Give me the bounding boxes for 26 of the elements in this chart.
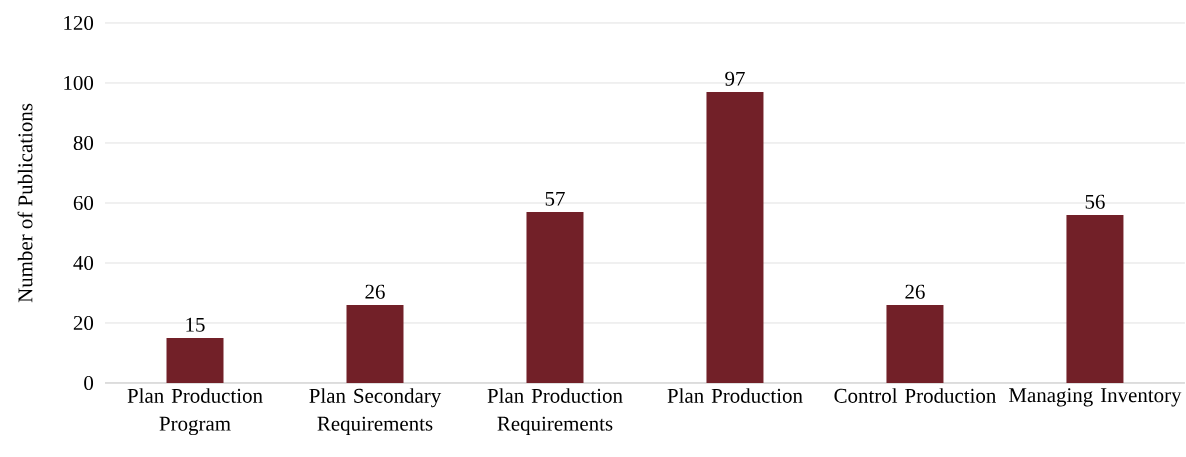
data-label: 57 [545,191,565,206]
data-label: 26 [905,284,925,299]
x-tick-label: Plan Production Requirements [487,388,623,436]
x-tick-label: Plan Production [667,388,803,403]
bar [886,304,944,383]
bar [706,91,764,383]
x-tick-label: Managing Inventory [1008,388,1182,407]
data-label: 26 [365,284,385,299]
bar [526,211,584,383]
x-tick-label: Control Production [834,388,997,403]
bar [1066,214,1124,383]
y-tick-label: 20 [73,315,94,331]
data-label: 56 [1085,194,1105,209]
data-label: 15 [186,317,205,332]
x-tick-label: Plan Secondary Requirements [309,388,442,436]
bar [166,337,224,383]
y-tick-label: 80 [73,135,94,151]
data-label: 97 [725,71,745,86]
x-tick-label: Plan Production Program [127,388,263,436]
y-tick-label: 60 [73,195,94,211]
y-tick-label: 0 [84,375,94,391]
y-axis-title: Number of Publications [17,103,33,303]
y-tick-label: 120 [64,15,94,31]
y-tick-label: 100 [64,75,94,91]
y-tick-label: 40 [73,255,94,271]
bar [346,304,404,383]
